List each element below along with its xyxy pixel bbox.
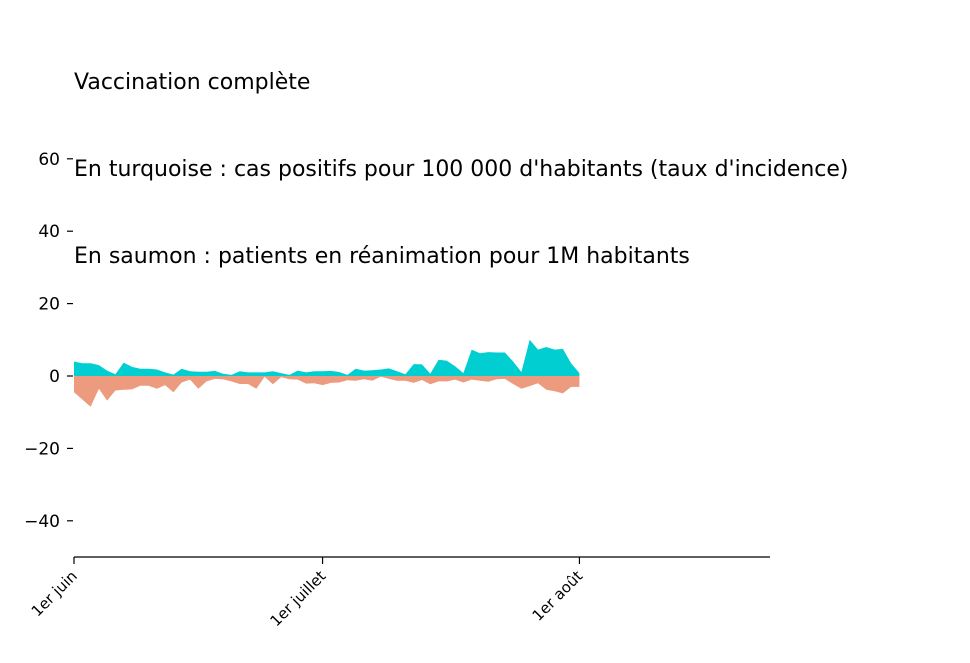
y-axis: 60 40 20 0 −20 −40 bbox=[24, 150, 73, 532]
title-line-1: Vaccination complète bbox=[74, 70, 311, 95]
y-tick-label: 40 bbox=[38, 222, 60, 242]
area-series-group bbox=[74, 339, 580, 407]
chart-title: Vaccination complète En turquoise : cas … bbox=[74, 10, 849, 300]
x-tick-label: 1er juillet bbox=[266, 567, 329, 630]
x-tick-label: 1er juin bbox=[28, 567, 81, 620]
y-tick-label: 60 bbox=[38, 150, 60, 170]
y-tick-label: −40 bbox=[24, 512, 60, 532]
title-line-3: En saumon : patients en réanimation pour… bbox=[74, 244, 690, 269]
x-axis: 1er juin 1er juillet 1er août bbox=[28, 556, 770, 630]
x-tick-label: 1er août bbox=[529, 567, 587, 625]
y-tick-label: 0 bbox=[49, 367, 60, 387]
y-tick-label: −20 bbox=[24, 439, 60, 459]
area-series-1 bbox=[74, 339, 580, 376]
title-line-2: En turquoise : cas positifs pour 100 000… bbox=[74, 157, 849, 182]
area-series-2 bbox=[74, 376, 580, 407]
y-tick-label: 20 bbox=[38, 295, 60, 315]
